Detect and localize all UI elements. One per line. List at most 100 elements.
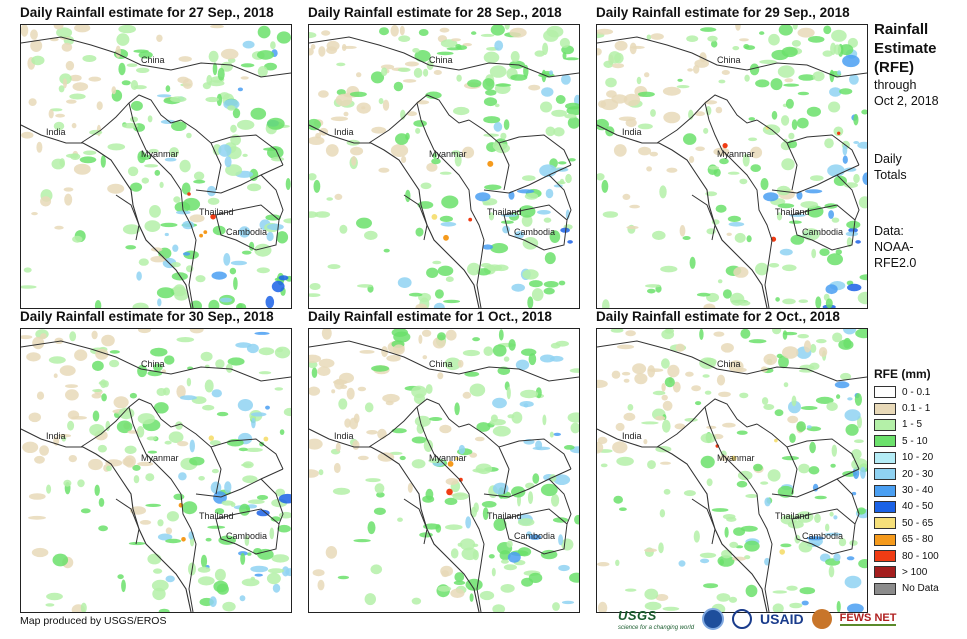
rain-core bbox=[447, 461, 454, 467]
rain-cell bbox=[176, 210, 191, 215]
country-border bbox=[416, 406, 485, 612]
rain-cell bbox=[22, 441, 39, 453]
rain-cell bbox=[789, 433, 796, 443]
rain-cell bbox=[797, 91, 810, 96]
rain-cell bbox=[789, 602, 803, 609]
rain-cell bbox=[339, 224, 348, 234]
rain-cell bbox=[553, 474, 571, 485]
map-canvas: China India Myanmar Thailand Cambodia bbox=[597, 25, 867, 308]
rain-cell bbox=[159, 181, 164, 188]
rain-cell bbox=[755, 79, 770, 88]
rain-cell bbox=[699, 52, 707, 63]
rain-cell bbox=[327, 264, 341, 270]
rain-cell bbox=[445, 329, 457, 341]
rain-cell bbox=[597, 436, 608, 444]
rain-cell bbox=[65, 60, 75, 71]
rain-cell bbox=[489, 419, 506, 426]
rain-cell bbox=[94, 300, 102, 308]
rain-cell bbox=[101, 334, 115, 347]
country-label-india: India bbox=[622, 127, 642, 137]
rain-cell bbox=[535, 440, 543, 450]
rain-cell bbox=[551, 109, 567, 117]
rain-cell bbox=[528, 353, 537, 366]
rain-cell bbox=[309, 386, 321, 396]
rain-cell bbox=[356, 217, 372, 229]
rain-cell bbox=[357, 455, 369, 461]
rain-cell bbox=[646, 34, 652, 40]
rain-cell bbox=[660, 265, 678, 273]
rain-cell bbox=[844, 409, 861, 422]
rain-cell bbox=[491, 567, 496, 577]
rain-cell bbox=[397, 277, 412, 288]
rain-cell bbox=[750, 164, 761, 173]
rain-core bbox=[210, 213, 216, 220]
rain-cell bbox=[736, 480, 748, 488]
rain-cell bbox=[696, 292, 711, 297]
rain-cell bbox=[603, 60, 614, 68]
rain-cell bbox=[418, 29, 429, 36]
rain-cell bbox=[279, 429, 285, 435]
rain-cell bbox=[342, 45, 357, 49]
rain-cell bbox=[55, 113, 65, 118]
country-border bbox=[503, 204, 568, 251]
rain-cell bbox=[763, 353, 778, 366]
rain-cell bbox=[729, 541, 739, 548]
rain-cell bbox=[245, 447, 263, 452]
rain-cell bbox=[647, 365, 656, 378]
rain-cell bbox=[492, 604, 506, 612]
rain-cell bbox=[492, 397, 507, 409]
country-label-india: India bbox=[334, 431, 354, 441]
country-border bbox=[836, 478, 860, 525]
rain-cell bbox=[240, 552, 246, 565]
rain-core bbox=[774, 438, 778, 443]
rain-cell bbox=[623, 93, 641, 107]
rain-cell bbox=[471, 31, 477, 35]
rain-cell bbox=[208, 299, 220, 308]
rain-cell bbox=[215, 359, 225, 369]
rain-cell bbox=[258, 347, 275, 356]
rain-cell bbox=[254, 573, 263, 577]
rain-cell bbox=[64, 193, 73, 206]
rain-cell bbox=[791, 119, 798, 130]
rain-cell bbox=[721, 70, 730, 75]
rain-cell bbox=[827, 253, 843, 266]
rain-cell bbox=[373, 507, 386, 515]
rain-cell bbox=[742, 153, 750, 167]
rain-cell bbox=[45, 603, 55, 607]
rain-cell bbox=[823, 25, 832, 35]
rain-cell bbox=[597, 28, 614, 35]
rain-cell bbox=[46, 592, 63, 601]
rain-cell bbox=[781, 158, 795, 171]
rain-cell bbox=[600, 463, 608, 468]
rain-cell bbox=[336, 89, 346, 96]
rain-cell bbox=[173, 493, 185, 500]
rain-cell bbox=[550, 342, 561, 349]
rainfall-field bbox=[21, 25, 291, 308]
country-border bbox=[128, 102, 197, 308]
rain-cell bbox=[415, 227, 424, 237]
rain-cell bbox=[195, 275, 206, 283]
legend-label: 50 - 65 bbox=[902, 517, 934, 529]
rain-cell bbox=[116, 420, 133, 434]
rain-cell bbox=[383, 248, 390, 253]
sidebar-data-label: Data: bbox=[874, 224, 904, 238]
rain-cell bbox=[250, 565, 269, 573]
rain-cell bbox=[157, 298, 162, 307]
rain-cell bbox=[147, 553, 162, 565]
rain-cell bbox=[472, 468, 486, 473]
rain-cell bbox=[266, 231, 274, 242]
rain-cell bbox=[54, 225, 64, 230]
rain-cell bbox=[844, 575, 862, 589]
rain-cell bbox=[285, 178, 291, 190]
rain-cell bbox=[370, 71, 385, 84]
rainfall-map: China India Myanmar Thailand Cambodia bbox=[308, 328, 580, 613]
rain-cell bbox=[229, 267, 237, 275]
rain-cell bbox=[66, 99, 77, 104]
rain-cell bbox=[205, 96, 219, 103]
rain-cell bbox=[444, 497, 458, 505]
rain-cell bbox=[788, 400, 801, 414]
rain-cell bbox=[425, 91, 442, 99]
rain-cell bbox=[278, 511, 291, 519]
rain-cell bbox=[118, 25, 136, 34]
rain-cell bbox=[807, 36, 825, 43]
